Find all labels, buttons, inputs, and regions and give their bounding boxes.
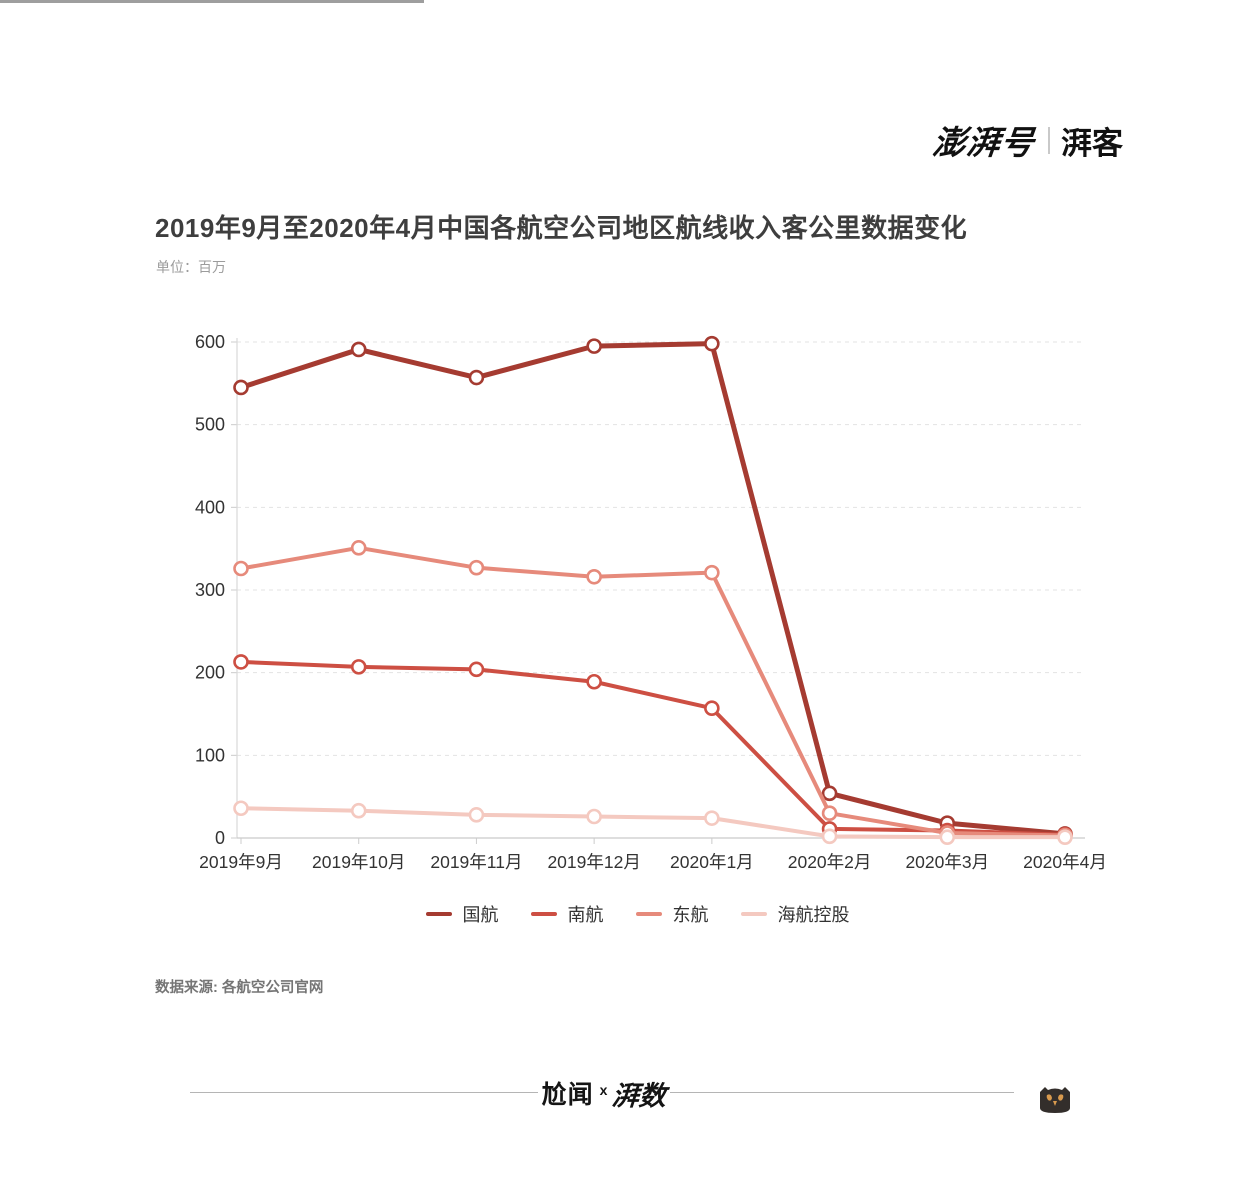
data-point-marker bbox=[704, 564, 720, 581]
legend-label: 南航 bbox=[567, 905, 604, 925]
data-point-marker bbox=[821, 828, 838, 845]
footer-logo-word2: 湃数 bbox=[611, 1080, 668, 1111]
legend-marker bbox=[740, 912, 767, 916]
data-point-marker bbox=[233, 800, 249, 817]
y-tick-label: 300 bbox=[195, 580, 225, 600]
legend-marker bbox=[425, 912, 452, 916]
x-tick-label: 2020年4月 bbox=[1023, 852, 1107, 872]
data-point-marker bbox=[350, 341, 367, 358]
data-point-marker bbox=[468, 661, 485, 678]
y-tick-label: 200 bbox=[195, 663, 225, 683]
paike-logo-text: 湃客 bbox=[1061, 125, 1123, 161]
data-point-marker bbox=[233, 379, 249, 396]
y-tick-label: 100 bbox=[195, 745, 225, 765]
pengpaihao-logo-text: 澎湃号 bbox=[930, 124, 1037, 161]
legend-item-东航: 东航 bbox=[635, 901, 709, 927]
data-point-marker bbox=[233, 560, 249, 577]
data-point-marker bbox=[586, 673, 602, 690]
data-point-marker bbox=[704, 810, 720, 826]
legend-item-海航控股: 海航控股 bbox=[740, 901, 850, 927]
legend-label: 东航 bbox=[672, 905, 709, 925]
data-point-marker bbox=[468, 559, 485, 576]
y-tick-label: 600 bbox=[195, 332, 225, 352]
legend-item-国航: 国航 bbox=[425, 901, 499, 927]
legend-item-南航: 南航 bbox=[530, 901, 604, 927]
footer-divider-right bbox=[670, 1092, 1014, 1093]
data-point-marker bbox=[1057, 829, 1073, 845]
footer-logo-x: x bbox=[599, 1082, 608, 1098]
chart-canvas: 0 100 200 300 400 500 600 2019年9月 2019年10月 2019年1… bbox=[195, 332, 1107, 872]
data-point-marker bbox=[468, 369, 485, 386]
x-tick-label: 2020年2月 bbox=[788, 852, 872, 872]
data-point-marker bbox=[821, 805, 838, 822]
data-point-marker bbox=[350, 540, 367, 556]
legend-label: 国航 bbox=[462, 905, 499, 925]
brand-logo: 澎湃号 湃客 bbox=[930, 118, 1123, 162]
data-point-marker bbox=[586, 338, 602, 354]
data-point-marker bbox=[704, 335, 720, 352]
data-point-marker bbox=[233, 654, 249, 670]
series-line-海航控股 bbox=[239, 806, 1067, 840]
y-tick-label: 0 bbox=[215, 828, 225, 848]
legend-marker bbox=[635, 912, 662, 916]
data-point-marker bbox=[586, 808, 602, 825]
data-point-marker bbox=[350, 659, 367, 675]
chart-legend: 国航 南航 东航 海航控股 bbox=[150, 901, 1125, 927]
series-line-国航 bbox=[238, 341, 1068, 837]
legend-marker bbox=[530, 912, 557, 916]
data-point-marker bbox=[939, 829, 956, 845]
data-point-marker bbox=[586, 568, 602, 585]
x-tick-label: 2020年1月 bbox=[670, 852, 754, 872]
footer-divider-left bbox=[190, 1092, 538, 1093]
window-edge-artifact bbox=[0, 0, 424, 3]
source-note: 数据来源: 各航空公司官网 bbox=[155, 980, 324, 996]
x-tick-label: 2019年11月 bbox=[430, 852, 522, 872]
unit-note: 单位：百万 bbox=[156, 259, 226, 275]
y-tick-label: 500 bbox=[195, 415, 225, 435]
data-point-marker bbox=[350, 802, 367, 819]
x-tick-label: 2019年10月 bbox=[312, 852, 405, 872]
legend-label: 海航控股 bbox=[777, 905, 850, 925]
chart-title: 2019年9月至2020年4月中国各航空公司地区航线收入客公里数据变化 bbox=[155, 213, 968, 243]
x-tick-label: 2019年9月 bbox=[199, 852, 283, 872]
owl-icon bbox=[1040, 1087, 1070, 1113]
data-point-marker bbox=[821, 785, 838, 802]
footer-logo-word1: 尬闻 bbox=[541, 1081, 594, 1109]
footer-logo: 尬闻 x 湃数 bbox=[538, 1072, 670, 1114]
data-point-marker bbox=[468, 807, 485, 823]
data-point-marker bbox=[704, 700, 720, 717]
x-tick-label: 2020年3月 bbox=[905, 852, 989, 872]
line-chart: 0 100 200 300 400 500 600 2019年9月 2019年10月 2019年1… bbox=[150, 325, 1135, 875]
brand-divider bbox=[1048, 126, 1050, 154]
x-tick-label: 2019年12月 bbox=[547, 852, 640, 872]
y-tick-label: 400 bbox=[195, 497, 225, 517]
series-line-东航 bbox=[239, 545, 1067, 838]
